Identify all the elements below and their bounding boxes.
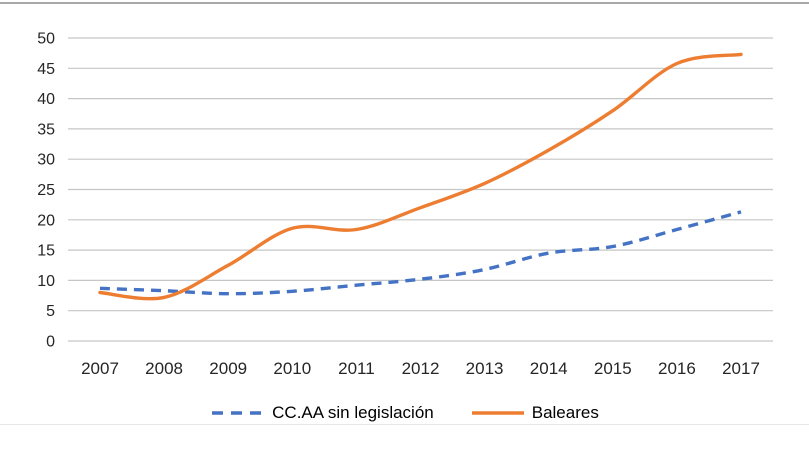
y-axis-tick-label: 20 [37, 212, 55, 229]
legend: CC.AA sin legislación Baleares [0, 400, 809, 426]
y-axis-tick-label: 25 [37, 182, 55, 199]
y-axis-tick-label: 35 [37, 121, 55, 138]
y-axis-tick-label: 5 [46, 303, 55, 320]
x-axis-tick-label: 2012 [402, 359, 440, 378]
series-line-0 [99, 210, 742, 296]
series-line-1 [98, 52, 743, 301]
legend-dashed-line-sample [212, 411, 265, 415]
x-axis-tick-label: 2017 [722, 359, 760, 378]
y-axis-tick-label: 50 [37, 31, 55, 48]
x-axis-tick-label: 2015 [594, 359, 632, 378]
y-axis-tick-label: 45 [37, 61, 55, 78]
y-axis-tick-label: 30 [37, 152, 55, 169]
top-border-line [0, 2, 809, 4]
legend-solid-line-sample [471, 411, 524, 415]
legend-item-baleares: Baleares [470, 400, 599, 426]
plot-svg: 0 5 10 15 20 25 30 35 40 45 50 2007 2008 2009 2010 2011… [37, 31, 773, 378]
legend-item-ccaa-sin-legislacion: CC.AA sin legislación [210, 400, 434, 426]
legend-label: Baleares [531, 403, 599, 422]
y-axis-tick-label: 40 [37, 91, 55, 108]
x-axis-tick-label: 2011 [338, 359, 375, 378]
y-axis-tick-label: 0 [46, 334, 55, 351]
x-axis-tick-label: 2008 [145, 359, 183, 378]
x-axis-tick-label: 2014 [530, 359, 568, 378]
legend-label: CC.AA sin legislación [272, 403, 434, 422]
x-axis-tick-label: 2007 [81, 359, 119, 378]
y-axis-tick-label: 15 [37, 243, 55, 260]
bottom-divider-line [0, 424, 809, 425]
y-axis-tick-label: 10 [37, 273, 55, 290]
x-axis-tick-label: 2009 [209, 359, 247, 378]
x-axis-tick-label: 2013 [466, 359, 504, 378]
x-axis-tick-label: 2010 [273, 359, 311, 378]
x-axis-tick-label: 2016 [658, 359, 696, 378]
